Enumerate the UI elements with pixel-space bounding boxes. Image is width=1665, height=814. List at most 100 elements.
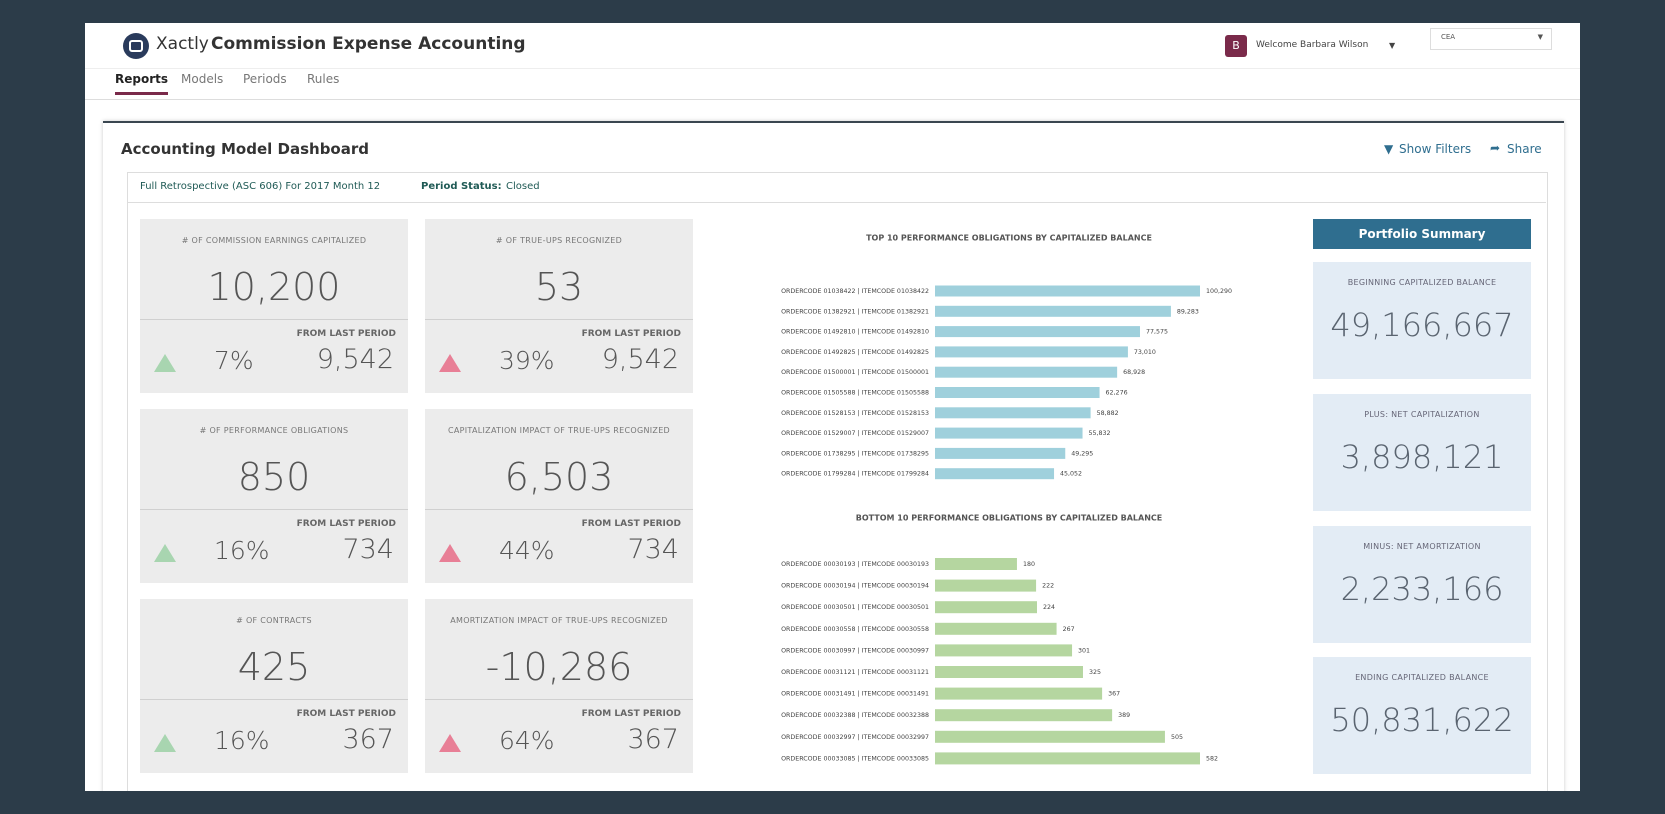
value-label: 49,295 bbox=[1071, 450, 1093, 457]
kpi-card: CAPITALIZATION IMPACT OF TRUE-UPS RECOGN… bbox=[425, 409, 693, 583]
bar bbox=[935, 558, 1017, 570]
kpi-previous: 9,542 bbox=[601, 344, 679, 375]
product-name: Commission Expense Accounting bbox=[211, 34, 526, 54]
kpi-change: 64% bbox=[499, 726, 555, 755]
portfolio-value: 2,233,166 bbox=[1340, 570, 1504, 608]
kpi-divider bbox=[425, 319, 693, 320]
dashboard-title: Accounting Model Dashboard bbox=[121, 140, 369, 158]
bar-chart: BOTTOM 10 PERFORMANCE OBLIGATIONS BY CAP… bbox=[781, 514, 1218, 765]
bar bbox=[935, 407, 1091, 419]
kpi-divider bbox=[140, 699, 408, 700]
category-label: ORDERCODE 00033085 | ITEMCODE 00033085 bbox=[781, 755, 929, 762]
bar bbox=[935, 326, 1140, 338]
category-label: ORDERCODE 00030997 | ITEMCODE 00030997 bbox=[781, 647, 929, 654]
bar bbox=[935, 346, 1128, 358]
portfolio-item: PLUS: NET CAPITALIZATION 3,898,121 bbox=[1313, 394, 1531, 511]
bar bbox=[935, 305, 1171, 317]
filter-bar bbox=[127, 172, 1546, 203]
status-label: Period Status: bbox=[421, 181, 502, 192]
bar bbox=[935, 387, 1100, 398]
category-label: ORDERCODE 01038422 | ITEMCODE 01038422 bbox=[781, 288, 929, 295]
selector[interactable]: CEA ▼ bbox=[1430, 28, 1552, 50]
kpi-value: 53 bbox=[534, 265, 584, 309]
share[interactable]: Share bbox=[1507, 142, 1542, 156]
value-label: 45,052 bbox=[1060, 471, 1082, 478]
portfolio-label: ENDING CAPITALIZED BALANCE bbox=[1355, 673, 1489, 682]
nav-tab[interactable]: Periods bbox=[243, 72, 287, 86]
bar bbox=[935, 730, 1165, 743]
bar-chart: TOP 10 PERFORMANCE OBLIGATIONS BY CAPITA… bbox=[781, 234, 1232, 480]
kpi-compare-label: FROM LAST PERIOD bbox=[581, 709, 681, 719]
kpi-title: # OF CONTRACTS bbox=[236, 616, 312, 625]
kpi-title: # OF COMMISSION EARNINGS CAPITALIZED bbox=[181, 236, 367, 245]
kpi-card: # OF CONTRACTS 425 16% FROM LAST PERIOD 367 bbox=[140, 599, 408, 773]
kpi-value: 10,200 bbox=[207, 265, 341, 309]
trend-up-icon bbox=[154, 354, 176, 372]
bar bbox=[935, 427, 1083, 439]
kpi-compare-label: FROM LAST PERIOD bbox=[581, 519, 681, 529]
share-icon: ➦ bbox=[1490, 141, 1501, 155]
value-label: 389 bbox=[1118, 712, 1130, 719]
kpi-title: # OF PERFORMANCE OBLIGATIONS bbox=[199, 426, 349, 435]
portfolio-value: 49,166,667 bbox=[1330, 306, 1514, 344]
category-label: ORDERCODE 00030194 | ITEMCODE 00030194 bbox=[781, 583, 929, 590]
value-label: 222 bbox=[1042, 583, 1054, 590]
nav-tab[interactable]: Rules bbox=[307, 72, 340, 86]
chart-title: TOP 10 PERFORMANCE OBLIGATIONS BY CAPITA… bbox=[866, 234, 1152, 243]
kpi-card: AMORTIZATION IMPACT OF TRUE-UPS RECOGNIZ… bbox=[425, 599, 693, 773]
portfolio-label: PLUS: NET CAPITALIZATION bbox=[1364, 410, 1480, 419]
bar bbox=[935, 447, 1066, 459]
portfolio-title: Portfolio Summary bbox=[1313, 219, 1531, 249]
category-label: ORDERCODE 00030558 | ITEMCODE 00030558 bbox=[781, 626, 929, 633]
kpi-compare-label: FROM LAST PERIOD bbox=[296, 329, 396, 339]
kpi-change: 7% bbox=[214, 346, 254, 375]
value-label: 180 bbox=[1023, 561, 1035, 568]
category-label: ORDERCODE 01738295 | ITEMCODE 01738295 bbox=[781, 450, 929, 457]
nav-tab[interactable]: Reports bbox=[115, 72, 169, 95]
value-label: 58,882 bbox=[1097, 410, 1119, 417]
kpi-title: # OF TRUE-UPS RECOGNIZED bbox=[495, 236, 623, 245]
category-label: ORDERCODE 00030501 | ITEMCODE 00030501 bbox=[781, 604, 929, 611]
category-label: ORDERCODE 01529007 | ITEMCODE 01529007 bbox=[781, 430, 929, 437]
bar bbox=[935, 644, 1073, 657]
category-label: ORDERCODE 00030193 | ITEMCODE 00030193 bbox=[781, 561, 929, 568]
kpi-previous: 367 bbox=[627, 724, 679, 755]
trend-up-icon bbox=[439, 544, 461, 562]
value-label: 582 bbox=[1206, 755, 1218, 762]
kpi-compare-label: FROM LAST PERIOD bbox=[296, 709, 396, 719]
value-label: 68,928 bbox=[1123, 369, 1145, 376]
kpi-change: 39% bbox=[499, 346, 555, 375]
kpi-compare-label: FROM LAST PERIOD bbox=[296, 519, 396, 529]
selector-caret: ▼ bbox=[1537, 33, 1543, 41]
value-label: 62,276 bbox=[1106, 390, 1128, 397]
kpi-value: -10,286 bbox=[485, 645, 633, 689]
show-filters[interactable]: Show Filters bbox=[1399, 142, 1472, 156]
kpi-previous: 9,542 bbox=[316, 344, 394, 375]
trend-up-icon bbox=[439, 734, 461, 752]
kpi-previous: 367 bbox=[342, 724, 394, 755]
trend-up-icon bbox=[154, 544, 176, 562]
value-label: 301 bbox=[1078, 647, 1090, 654]
value-label: 100,290 bbox=[1206, 288, 1232, 295]
bar bbox=[935, 709, 1113, 722]
kpi-divider bbox=[425, 509, 693, 510]
kpi-card: # OF COMMISSION EARNINGS CAPITALIZED 10,2… bbox=[140, 219, 408, 393]
bar bbox=[935, 622, 1057, 635]
kpi-title: CAPITALIZATION IMPACT OF TRUE-UPS RECOGN… bbox=[447, 426, 671, 435]
category-label: ORDERCODE 01528153 | ITEMCODE 01528153 bbox=[781, 410, 929, 417]
bar bbox=[935, 285, 1200, 297]
portfolio-value: 50,831,622 bbox=[1330, 701, 1514, 739]
nav-tab[interactable]: Models bbox=[181, 72, 224, 86]
kpi-value: 6,503 bbox=[504, 455, 614, 499]
category-label: ORDERCODE 00031491 | ITEMCODE 00031491 bbox=[781, 691, 929, 698]
category-label: ORDERCODE 01505588 | ITEMCODE 01505588 bbox=[781, 390, 929, 397]
kpi-divider bbox=[140, 319, 408, 320]
kpi-divider bbox=[140, 509, 408, 510]
content-box bbox=[127, 172, 1548, 791]
kpi-card: # OF TRUE-UPS RECOGNIZED 53 39% FROM LAST P… bbox=[425, 219, 693, 393]
category-label: ORDERCODE 01492825 | ITEMCODE 01492825 bbox=[781, 349, 929, 356]
avatar[interactable]: B bbox=[1225, 35, 1247, 57]
welcome-menu[interactable]: Welcome Barbara Wilson bbox=[1256, 40, 1369, 50]
trend-up-icon bbox=[154, 734, 176, 752]
value-label: 224 bbox=[1043, 604, 1055, 611]
